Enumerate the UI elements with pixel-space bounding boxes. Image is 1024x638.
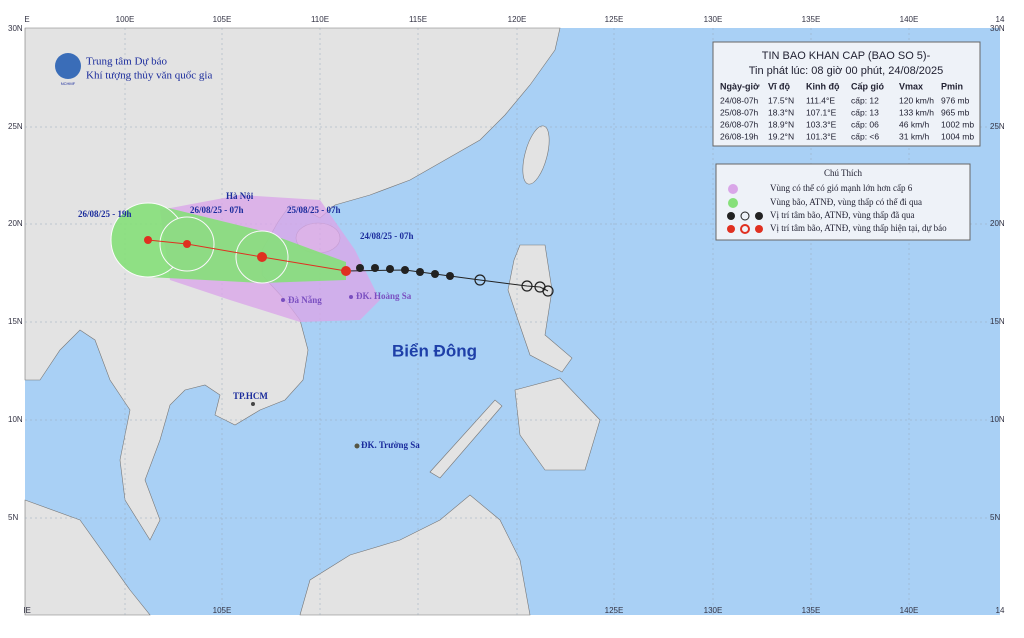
lon-label: 135E bbox=[802, 606, 821, 615]
lat-label: 20N bbox=[990, 219, 1005, 228]
table-header: Ngày-giờ bbox=[720, 81, 760, 91]
track-label: 24/08/25 - 07h bbox=[360, 231, 414, 241]
table-cell: 120 km/h bbox=[899, 95, 934, 105]
table-cell: 1004 mb bbox=[941, 131, 974, 141]
lat-label: 5N bbox=[990, 513, 1000, 522]
legend-title: Chú Thích bbox=[824, 168, 863, 178]
lon-label: 110E bbox=[311, 15, 329, 24]
lat-label: 5N bbox=[8, 513, 18, 522]
lat-label: 30N bbox=[990, 24, 1005, 33]
table-header: Pmin bbox=[941, 81, 963, 91]
bulletin-subtitle: Tin phát lúc: 08 giờ 00 phút, 24/08/2025 bbox=[749, 65, 944, 77]
legend-item: Vị trí tâm bão, ATNĐ, vùng thấp hiện tại… bbox=[770, 223, 947, 233]
org-name: Trung tâm Dự báo bbox=[86, 56, 168, 68]
bulletin-title: TIN BAO KHAN CAP (BAO SO 5)- bbox=[762, 50, 931, 62]
lon-label: 125E bbox=[605, 606, 624, 615]
table-header: Kinh độ bbox=[806, 81, 840, 91]
legend-swatch bbox=[728, 198, 738, 208]
table-cell: cấp: 12 bbox=[851, 95, 879, 105]
table-cell: 19.2°N bbox=[768, 131, 794, 141]
table-cell: 111.4°E bbox=[806, 95, 835, 105]
lat-label: 15N bbox=[8, 317, 23, 326]
table-cell: 103.3°E bbox=[806, 119, 837, 129]
logo: NCHMF Trung tâm Dự báo Khí tượng thủy vă… bbox=[55, 53, 212, 86]
legend-swatch bbox=[728, 184, 738, 194]
table-cell: 1002 mb bbox=[941, 119, 974, 129]
lon-label: 135E bbox=[802, 15, 821, 24]
track-label: 25/08/25 - 07h bbox=[287, 205, 341, 215]
lat-label: 25N bbox=[8, 122, 23, 131]
lon-label: 105E bbox=[213, 606, 232, 615]
bulletin-box: TIN BAO KHAN CAP (BAO SO 5)- Tin phát lú… bbox=[712, 41, 981, 147]
lon-label: 115E bbox=[409, 15, 427, 24]
lat-label: 10N bbox=[8, 415, 23, 424]
table-header: Vĩ độ bbox=[768, 81, 791, 91]
track-label: 26/08/25 - 19h bbox=[78, 209, 132, 219]
lat-label: 25N bbox=[990, 122, 1005, 131]
sea-label: Biển Đông bbox=[392, 341, 477, 360]
table-cell: 24/08-07h bbox=[720, 95, 759, 105]
org-name: Khí tượng thủy văn quốc gia bbox=[86, 70, 212, 82]
legend-item: Vùng có thể có gió mạnh lớn hơn cấp 6 bbox=[770, 183, 913, 193]
lon-label: 130E bbox=[704, 15, 723, 24]
lon-label: 105E bbox=[213, 15, 232, 24]
forecast-icons bbox=[144, 236, 351, 276]
table-cell: 976 mb bbox=[941, 95, 970, 105]
table-cell: 965 mb bbox=[941, 107, 970, 117]
legend-swatch bbox=[727, 211, 763, 221]
table-cell: 25/08-07h bbox=[720, 107, 759, 117]
legend-box: Chú Thích Vùng có thể có gió mạnh lớn hơ… bbox=[715, 163, 971, 241]
lon-label: 140E bbox=[900, 606, 919, 615]
lon-label: 14 bbox=[996, 606, 1005, 615]
past-depression-icons bbox=[474, 274, 554, 297]
lon-label: 130E bbox=[704, 606, 723, 615]
table-cell: cấp: 06 bbox=[851, 119, 879, 129]
lon-label: 120E bbox=[508, 15, 527, 24]
lon-label: 100E bbox=[116, 15, 135, 24]
table-header: Vmax bbox=[899, 81, 923, 91]
table-cell: 26/08-07h bbox=[720, 119, 759, 129]
table-header: Cấp gió bbox=[851, 81, 885, 91]
track-label: 26/08/25 - 07h bbox=[190, 205, 244, 215]
axis-labels: E 100E 105E 110E 115E 120E 125E 130E 135E 140E 14 I… bbox=[8, 15, 1005, 615]
place: TP.HCM bbox=[233, 391, 268, 401]
lon-label: 140E bbox=[900, 15, 919, 24]
table-cell: 26/08-19h bbox=[720, 131, 759, 141]
table-cell: 31 km/h bbox=[899, 131, 930, 141]
place: Đà Nẵng bbox=[288, 295, 322, 305]
place-dot bbox=[281, 298, 285, 302]
lat-label: 10N bbox=[990, 415, 1005, 424]
lat-label: 20N bbox=[8, 219, 23, 228]
place-dot bbox=[251, 402, 255, 406]
legend-item: Vùng bão, ATNĐ, vùng thấp có thể đi qua bbox=[770, 197, 922, 207]
table-cell: cấp: <6 bbox=[851, 131, 879, 141]
logo-text: NCHMF bbox=[61, 81, 76, 86]
past-storm-icons bbox=[356, 264, 454, 280]
table-cell: 46 km/h bbox=[899, 119, 930, 129]
table-cell: 133 km/h bbox=[899, 107, 934, 117]
place: Hà Nội bbox=[226, 191, 254, 201]
legend-item: Vị trí tâm bão, ATNĐ, vùng thấp đã qua bbox=[770, 210, 914, 220]
table-cell: 18.9°N bbox=[768, 119, 794, 129]
table-cell: 101.3°E bbox=[806, 131, 837, 141]
legend-swatch bbox=[727, 224, 763, 234]
table-cell: 18.3°N bbox=[768, 107, 794, 117]
lon-label: 125E bbox=[605, 15, 624, 24]
table-cell: 17.5°N bbox=[768, 95, 794, 105]
place: ĐK. Hoàng Sa bbox=[356, 291, 412, 301]
place: ĐK. Trường Sa bbox=[361, 440, 420, 450]
forecast-track bbox=[147, 239, 347, 272]
place-dot bbox=[349, 295, 353, 299]
lat-label: 30N bbox=[8, 24, 23, 33]
place-dot bbox=[354, 443, 360, 449]
table-cell: cấp: 13 bbox=[851, 107, 879, 117]
lat-label: 15N bbox=[990, 317, 1005, 326]
table-cell: 107.1°E bbox=[806, 107, 837, 117]
lon-label: E bbox=[24, 15, 29, 24]
lon-label: 14 bbox=[996, 15, 1005, 24]
lon-label: IE bbox=[23, 606, 31, 615]
